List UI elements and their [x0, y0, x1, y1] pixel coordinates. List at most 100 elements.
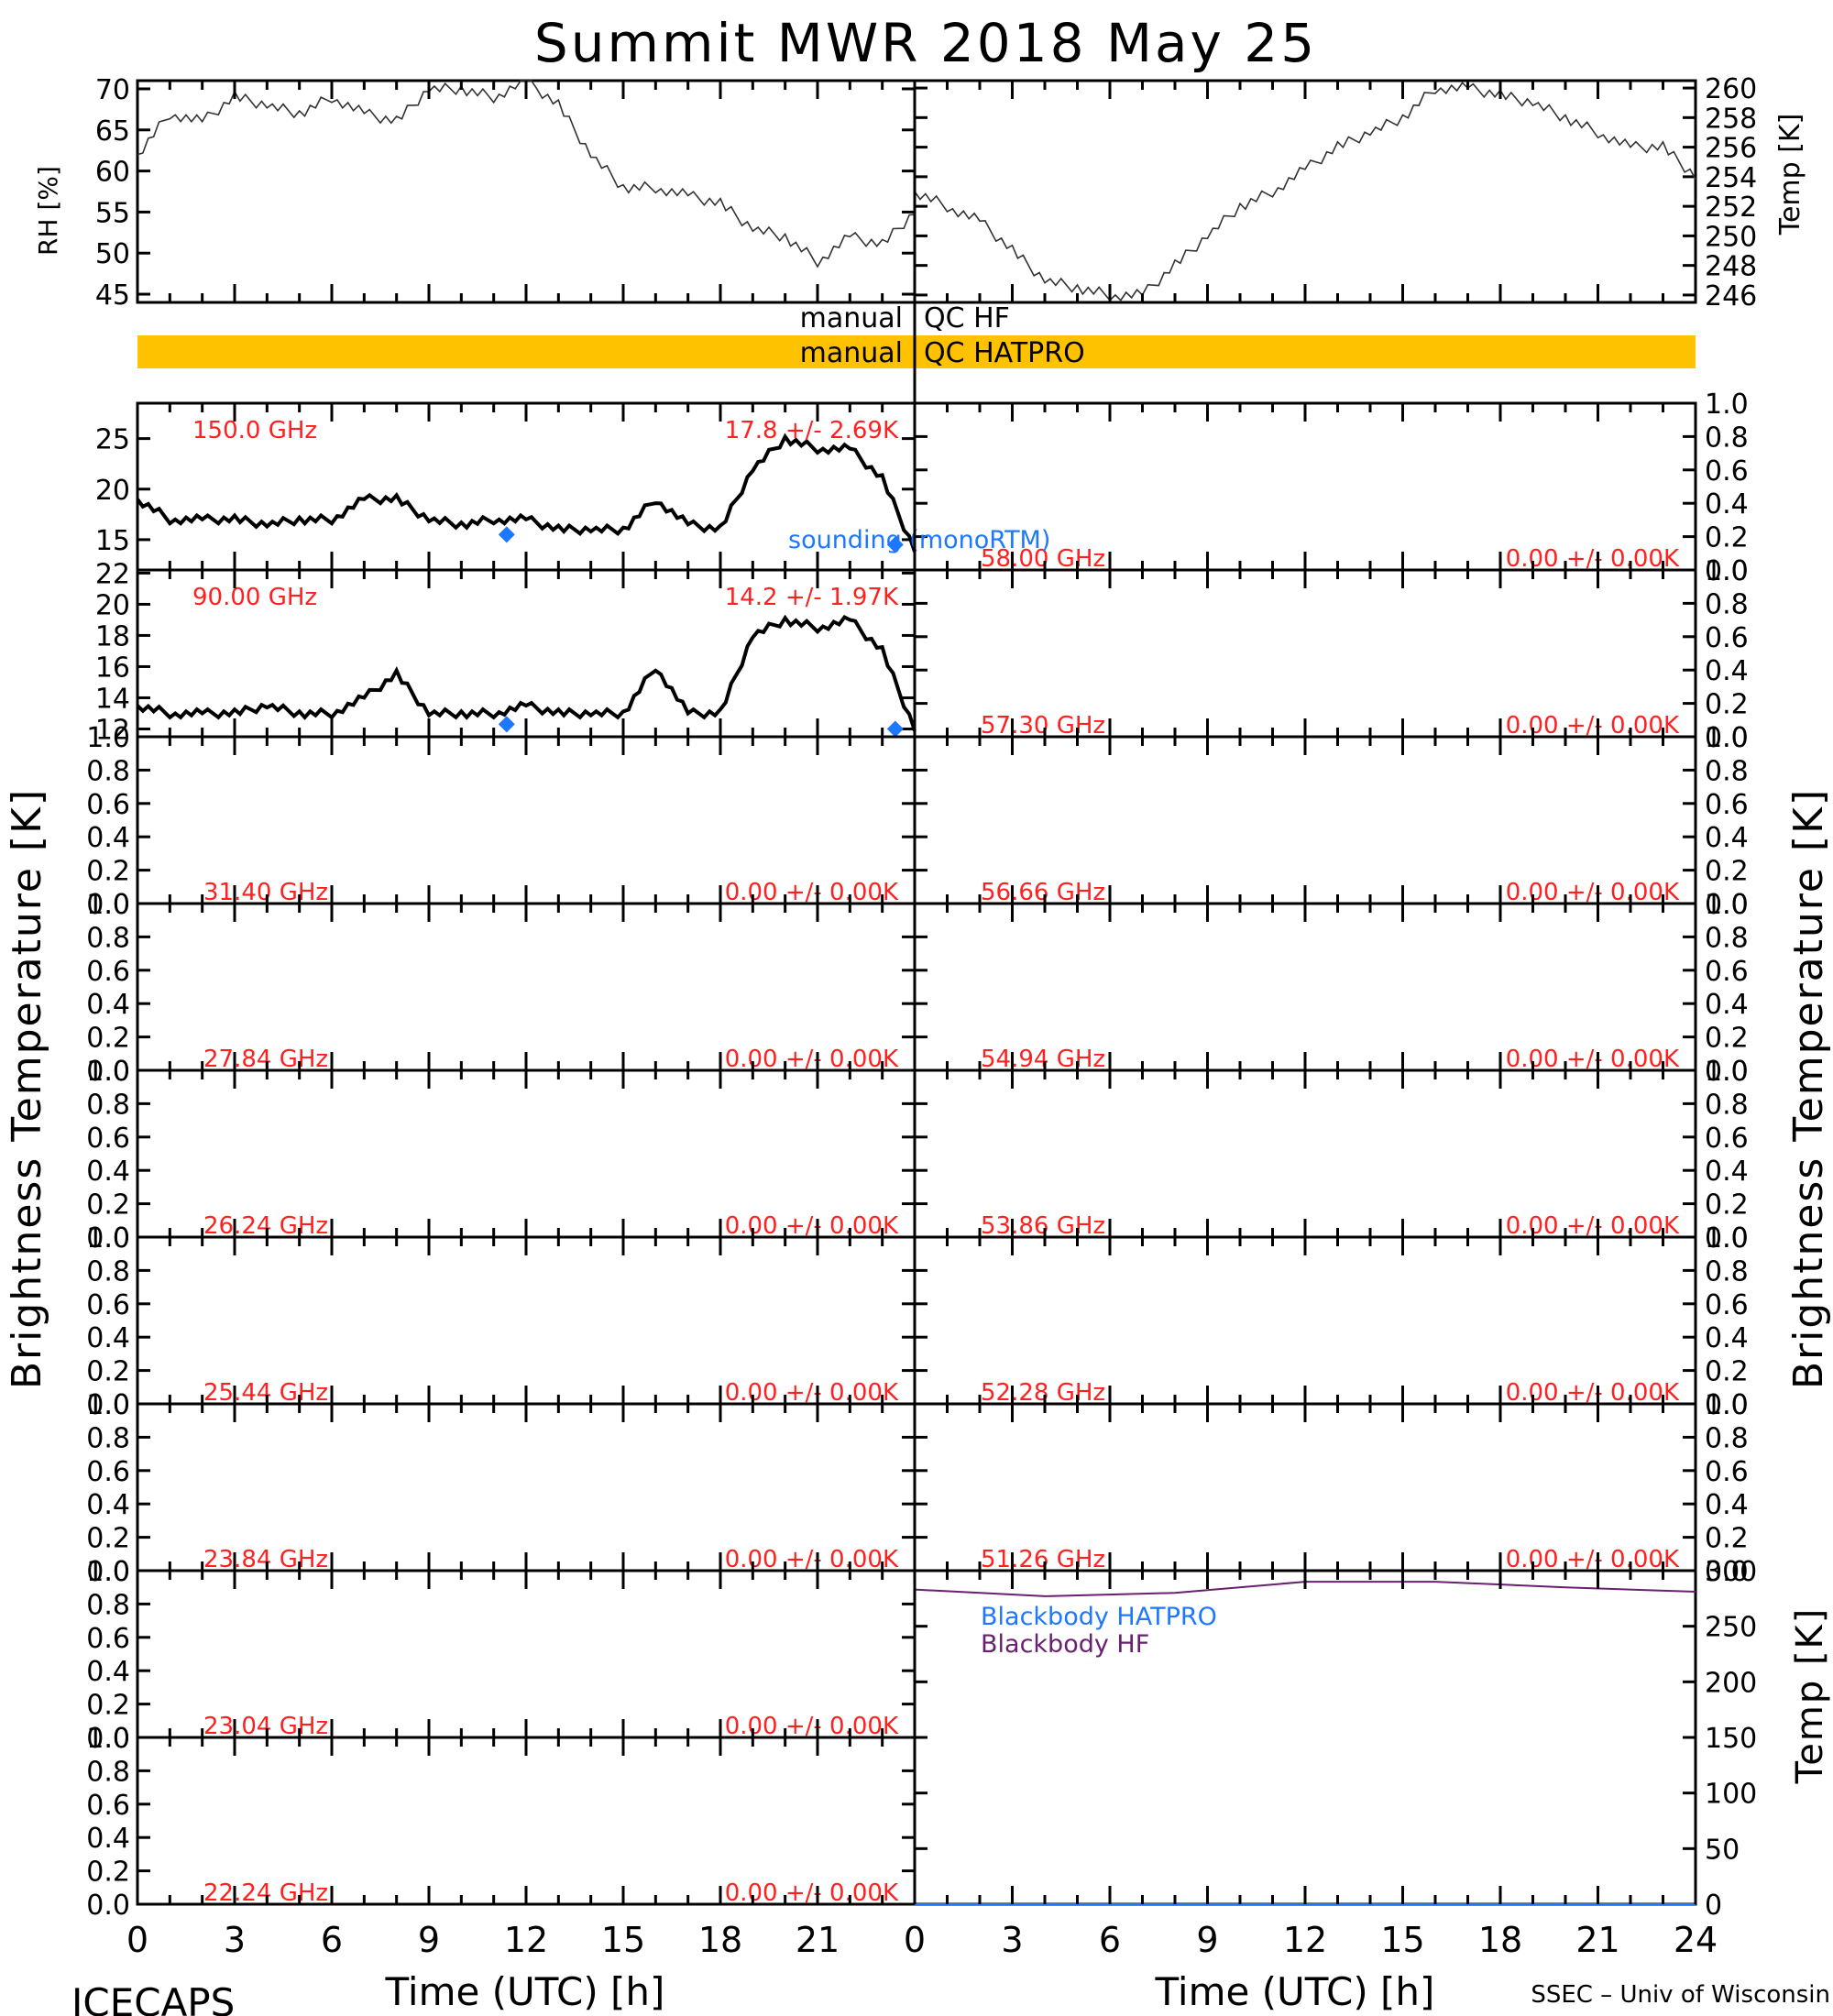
y-tick-label: 65 — [95, 115, 130, 148]
panel-tb-26.24: 0.00.20.40.60.81.026.24 GHz 0.00 +/- 0.00… — [86, 1056, 916, 1255]
qc-hf-label-right: QC HF — [924, 302, 1010, 334]
y-tick-label: 1.0 — [86, 1056, 130, 1088]
y-tick-label: 150 — [1705, 1723, 1757, 1755]
channel-stats: 14.2 +/- 1.97K — [725, 584, 899, 611]
y-tick-label: 0.4 — [86, 1656, 130, 1688]
y-tick-label: 0.4 — [1705, 989, 1749, 1021]
y-tick-label: 0.4 — [1705, 488, 1749, 520]
y-tick-label: 250 — [1705, 1612, 1757, 1644]
x-tick-label-right: 18 — [1478, 1920, 1522, 1960]
y-tick-label: 0.6 — [1705, 956, 1749, 988]
x-tick-label-left: 0 — [126, 1920, 148, 1960]
sounding-point — [498, 526, 515, 543]
panel-tb-56.66: 0.00.20.40.60.81.056.66 GHz 0.00 +/- 0.00… — [913, 722, 1749, 921]
y-tick-label: 200 — [1705, 1667, 1757, 1699]
y-tick-label: 0.4 — [86, 1156, 130, 1188]
y-tick-label: 0.2 — [86, 1857, 130, 1889]
y-tick-label: 0.4 — [86, 1823, 130, 1855]
channel-label: 56.66 GHz — [981, 879, 1105, 906]
y-tick-label: 0.0 — [86, 889, 130, 921]
y-tick-label: 1.0 — [1705, 722, 1749, 754]
y-tick-label: 0.0 — [86, 1556, 130, 1588]
channel-stats: 0.00 +/- 0.00K — [1506, 1379, 1680, 1407]
y-tick-label: 1.0 — [1705, 389, 1749, 421]
y-tick-label: 0.2 — [86, 1523, 130, 1555]
channel-label: 57.30 GHz — [981, 712, 1105, 740]
y-tick-label: 1.0 — [86, 1723, 130, 1755]
x-tick-label-right: 15 — [1380, 1920, 1424, 1960]
panel-rh: 45 50 55 60 65 70 — [95, 74, 916, 312]
y-tick-label: 0.6 — [1705, 455, 1749, 488]
series-line-temp — [914, 82, 1696, 301]
y-tick-label: 0.6 — [1705, 1123, 1749, 1155]
y-tick-label: 0.4 — [1705, 655, 1749, 687]
panel-tb-23.84: 0.00.20.40.60.81.023.84 GHz 0.00 +/- 0.00… — [86, 1389, 916, 1588]
rh-axis-title: RH [%] — [33, 166, 63, 256]
y-tick-label: 12 — [95, 714, 130, 746]
panel-blackbody: 0 50 100 150 200 250 300 Blackbody HATPROBlackb… — [913, 1556, 1757, 1922]
channel-label: 54.94 GHz — [981, 1046, 1105, 1073]
legend-entry: Blackbody HF — [981, 1630, 1149, 1659]
legend-entry: Blackbody HATPRO — [981, 1603, 1217, 1631]
y-tick-label: 0.0 — [1705, 889, 1749, 921]
y-tick-label: 0.0 — [86, 1389, 130, 1421]
panel-tb-57.30: 0.00.20.40.60.81.057.30 GHz 0.00 +/- 0.00… — [913, 555, 1749, 754]
y-tick-label: 0.6 — [86, 1456, 130, 1488]
qc-hf-label-left: manual — [800, 302, 903, 334]
y-tick-label: 300 — [1705, 1556, 1757, 1588]
y-tick-label: 1.0 — [1705, 1056, 1749, 1088]
y-tick-label: 0.8 — [1705, 1422, 1749, 1454]
y-tick-label: 0.0 — [1705, 722, 1749, 754]
y-tick-label: 0 — [1705, 1890, 1722, 1922]
x-tick-label-right: 0 — [904, 1920, 926, 1960]
sounding-point — [886, 536, 904, 553]
tb-right-axis-title: Brightness Temperature [K] — [1785, 788, 1832, 1389]
y-tick-label: 0.8 — [1705, 1089, 1749, 1121]
y-tick-label: 0.0 — [86, 1890, 130, 1922]
y-tick-label: 0.6 — [86, 789, 130, 821]
channel-stats: 0.00 +/- 0.00K — [1506, 1212, 1680, 1240]
panel-tb-31.40: 0.00.20.40.60.81.031.40 GHz 0.00 +/- 0.00… — [86, 722, 916, 921]
y-tick-label: 0.8 — [86, 1089, 130, 1121]
series-line-tb-150 — [136, 433, 916, 553]
y-tick-label: 16 — [95, 652, 130, 684]
y-tick-label: 0.8 — [86, 1756, 130, 1788]
y-tick-label: 15 — [95, 525, 130, 557]
channel-label: 150.0 GHz — [192, 417, 317, 444]
y-tick-label: 0.4 — [1705, 1322, 1749, 1354]
bb-temp-axis-title: Temp [K] — [1789, 1607, 1831, 1785]
panel-tb-52.28: 0.00.20.40.60.81.052.28 GHz 0.00 +/- 0.00… — [913, 1222, 1749, 1421]
y-tick-label: 0.6 — [1705, 1289, 1749, 1321]
y-tick-label: 0.8 — [1705, 1255, 1749, 1287]
x-tick-label-right: 6 — [1099, 1920, 1121, 1960]
x-tick-label-left: 6 — [321, 1920, 343, 1960]
y-tick-label: 0.8 — [1705, 588, 1749, 620]
panel-frame — [913, 79, 1697, 304]
y-tick-label: 0.0 — [1705, 1222, 1749, 1255]
x-tick-label-right: 21 — [1575, 1920, 1619, 1960]
qc-hatpro-band — [137, 335, 1696, 368]
y-tick-label: 0.8 — [1705, 922, 1749, 954]
channel-stats: 17.8 +/- 2.69K — [725, 417, 899, 444]
channel-label: 51.26 GHz — [981, 1546, 1105, 1573]
x-tick-label-right: 3 — [1001, 1920, 1023, 1960]
y-tick-label: 0.2 — [1705, 1523, 1749, 1555]
sounding-legend: sounding (monoRTM) — [788, 526, 1050, 554]
y-tick-label: 250 — [1705, 221, 1757, 253]
panel-tb-27.84: 0.00.20.40.60.81.027.84 GHz 0.00 +/- 0.00… — [86, 889, 916, 1088]
y-tick-label: 260 — [1705, 73, 1757, 105]
y-tick-label: 0.2 — [1705, 1023, 1749, 1055]
y-tick-label: 14 — [95, 683, 130, 715]
y-tick-label: 1.0 — [1705, 1222, 1749, 1255]
sounding-point — [498, 716, 515, 733]
y-tick-label: 0.0 — [1705, 1389, 1749, 1421]
footer-right-label: SSEC – Univ of Wisconsin — [1531, 1981, 1830, 2009]
y-tick-label: 50 — [95, 238, 130, 270]
y-tick-label: 1.0 — [86, 889, 130, 921]
y-tick-label: 0.6 — [86, 1123, 130, 1155]
sounding-point — [886, 720, 904, 738]
channel-label: 90.00 GHz — [192, 584, 317, 611]
panel-tb-58.00: 0.00.20.40.60.81.058.00 GHz 0.00 +/- 0.00… — [913, 389, 1749, 587]
y-tick-label: 60 — [95, 157, 130, 189]
